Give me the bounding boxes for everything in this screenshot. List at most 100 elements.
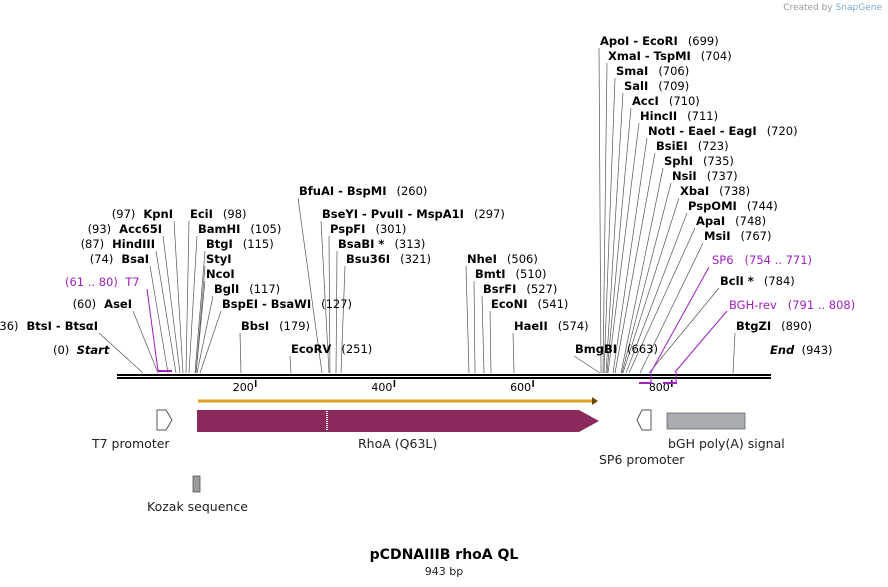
- enzyme-label[interactable]: PspFI (301): [330, 222, 407, 236]
- enzyme-label[interactable]: EcoNI (541): [491, 297, 569, 311]
- enzyme-leader-line: [194, 250, 206, 374]
- enzyme-label[interactable]: BspEI - BsaWI (127): [222, 297, 353, 311]
- primer-label-bghrev[interactable]: BGH-rev (791 .. 808): [729, 298, 856, 312]
- primer-label-t7[interactable]: (61 .. 80) T7: [65, 275, 140, 289]
- enzyme-leader-line: [648, 287, 720, 374]
- enzyme-label[interactable]: BsrFI (527): [483, 282, 558, 296]
- enzyme-label[interactable]: BfuAI - BspMI (260): [299, 184, 428, 198]
- enzyme-label[interactable]: (97) KpnI: [111, 207, 173, 221]
- enzyme-label[interactable]: SmaI (706): [616, 64, 690, 78]
- enzyme-label[interactable]: HincII (711): [640, 109, 719, 123]
- start-label: (0) Start: [53, 343, 110, 357]
- enzyme-label[interactable]: BsiEI (723): [656, 139, 729, 153]
- enzyme-leader-line: [620, 167, 664, 374]
- enzyme-label[interactable]: PspOMI (744): [688, 199, 778, 213]
- enzyme-label[interactable]: SphI (735): [664, 154, 734, 168]
- enzyme-leader-line: [320, 220, 330, 374]
- end-label: End (943): [770, 343, 833, 357]
- enzyme-label[interactable]: BseYI - PvuII - MspA1I (297): [322, 207, 505, 221]
- enzyme-leader-line: [335, 250, 338, 374]
- enzyme-label[interactable]: (87) HindIII: [80, 237, 155, 251]
- enzyme-leader-line: [489, 310, 492, 374]
- bgh-polya-feature[interactable]: [666, 412, 746, 430]
- primer-label-sp6[interactable]: SP6 (754 .. 771): [712, 253, 813, 267]
- enzyme-label[interactable]: EciI (98): [190, 207, 247, 221]
- enzyme-leader-line: [598, 47, 602, 374]
- enzyme-label[interactable]: ApaI (748): [696, 214, 767, 228]
- enzyme-leader-line: [149, 265, 169, 374]
- feature-label-bgh-polya: bGH poly(A) signal: [668, 436, 785, 451]
- enzyme-label[interactable]: BbsI (179): [241, 319, 311, 333]
- enzyme-leader-line: [607, 122, 640, 374]
- enzyme-label[interactable]: XmaI - TspMI (704): [608, 49, 732, 63]
- enzyme-label[interactable]: NcoI: [206, 267, 235, 281]
- snapgene-logo: SnapGene: [835, 3, 882, 13]
- enzyme-label[interactable]: BmgBI (663): [575, 342, 658, 356]
- enzyme-label[interactable]: EcoRV (251): [291, 342, 373, 356]
- enzyme-label[interactable]: BtgI (115): [206, 237, 274, 251]
- ruler-tick-label: 400: [371, 381, 392, 394]
- enzyme-label[interactable]: BglI (117): [214, 282, 281, 296]
- enzyme-label[interactable]: NheI (506): [467, 252, 538, 266]
- enzyme-leader-line: [328, 235, 331, 374]
- enzyme-label[interactable]: BamHI (105): [198, 222, 282, 236]
- ruler-tick-label: 600: [510, 381, 531, 394]
- enzyme-leader-line: [196, 295, 214, 374]
- enzyme-leader-line: [195, 265, 206, 374]
- primer-bghrev-mark[interactable]: [663, 310, 728, 384]
- enzyme-leader-line: [297, 197, 323, 374]
- enzyme-label[interactable]: SalI (709): [624, 79, 690, 93]
- enzyme-leader-line: [612, 137, 648, 374]
- enzyme-leader-line: [573, 355, 601, 374]
- enzyme-leader-line: [473, 280, 476, 374]
- rhoa-cds-feature[interactable]: [197, 410, 599, 432]
- kozak-feature[interactable]: [192, 475, 201, 493]
- enzyme-leader-line: [289, 355, 292, 374]
- enzyme-label[interactable]: StyI: [206, 252, 232, 266]
- enzyme-leader-line: [155, 250, 177, 374]
- enzyme-label[interactable]: BmtI (510): [475, 267, 547, 281]
- ruler-ticks: 200 400 600 800: [233, 380, 673, 394]
- enzyme-label[interactable]: (74) BsaI: [89, 252, 149, 266]
- enzyme-label[interactable]: (60) AseI: [72, 297, 132, 311]
- feature-label-sp6-promoter: SP6 promoter: [599, 452, 685, 467]
- t7-promoter-feature[interactable]: [156, 409, 173, 431]
- enzyme-leader-line: [185, 220, 190, 374]
- map-length: 943 bp: [424, 565, 464, 578]
- credit: Created by SnapGene: [783, 3, 882, 13]
- enzyme-label[interactable]: BclI * (784): [720, 274, 795, 288]
- enzyme-label[interactable]: HaeII (574): [514, 319, 589, 333]
- enzyme-leader-line: [481, 295, 485, 374]
- enzyme-label[interactable]: BsaBI * (313): [338, 237, 426, 251]
- enzyme-label[interactable]: BtgZI (890): [736, 319, 813, 333]
- enzyme-leader-line: [239, 332, 242, 374]
- enzyme-label[interactable]: (93) Acc65I: [87, 222, 162, 236]
- enzyme-leader-line: [162, 235, 181, 374]
- enzyme-leader-line: [199, 310, 222, 374]
- primer-sp6-mark[interactable]: [639, 266, 710, 384]
- enzyme-label[interactable]: AccI (710): [632, 94, 700, 108]
- enzyme-label[interactable]: NotI - EaeI - EagI (720): [648, 124, 798, 138]
- ruler-tick-label: 800: [649, 381, 670, 394]
- enzyme-label[interactable]: MsiI (767): [704, 229, 772, 243]
- primer-t7-mark[interactable]: [146, 288, 172, 372]
- enzyme-leader-line: [173, 220, 184, 374]
- enzyme-leader-line: [132, 310, 159, 374]
- sp6-promoter-feature[interactable]: [636, 409, 652, 431]
- enzyme-leader-line: [602, 62, 608, 374]
- enzyme-leader-line: [512, 332, 515, 374]
- enzyme-label[interactable]: ApoI - EcoRI (699): [600, 34, 719, 48]
- enzyme-leader-line: [621, 182, 672, 374]
- feature-label-kozak: Kozak sequence: [147, 499, 248, 514]
- enzyme-label[interactable]: XbaI (738): [680, 184, 751, 198]
- feature-label-rhoa: RhoA (Q63L): [358, 436, 438, 451]
- enzyme-leader-line: [639, 242, 704, 374]
- enzyme-leader-line: [605, 92, 624, 374]
- enzyme-label[interactable]: (36)BtsI - BtsαI: [0, 319, 98, 333]
- enzyme-label[interactable]: NsiI (737): [672, 169, 738, 183]
- feature-label-t7-promoter: T7 promoter: [92, 436, 170, 451]
- enzyme-label[interactable]: Bsu36I (321): [346, 252, 432, 266]
- enzyme-leader-line: [625, 212, 688, 374]
